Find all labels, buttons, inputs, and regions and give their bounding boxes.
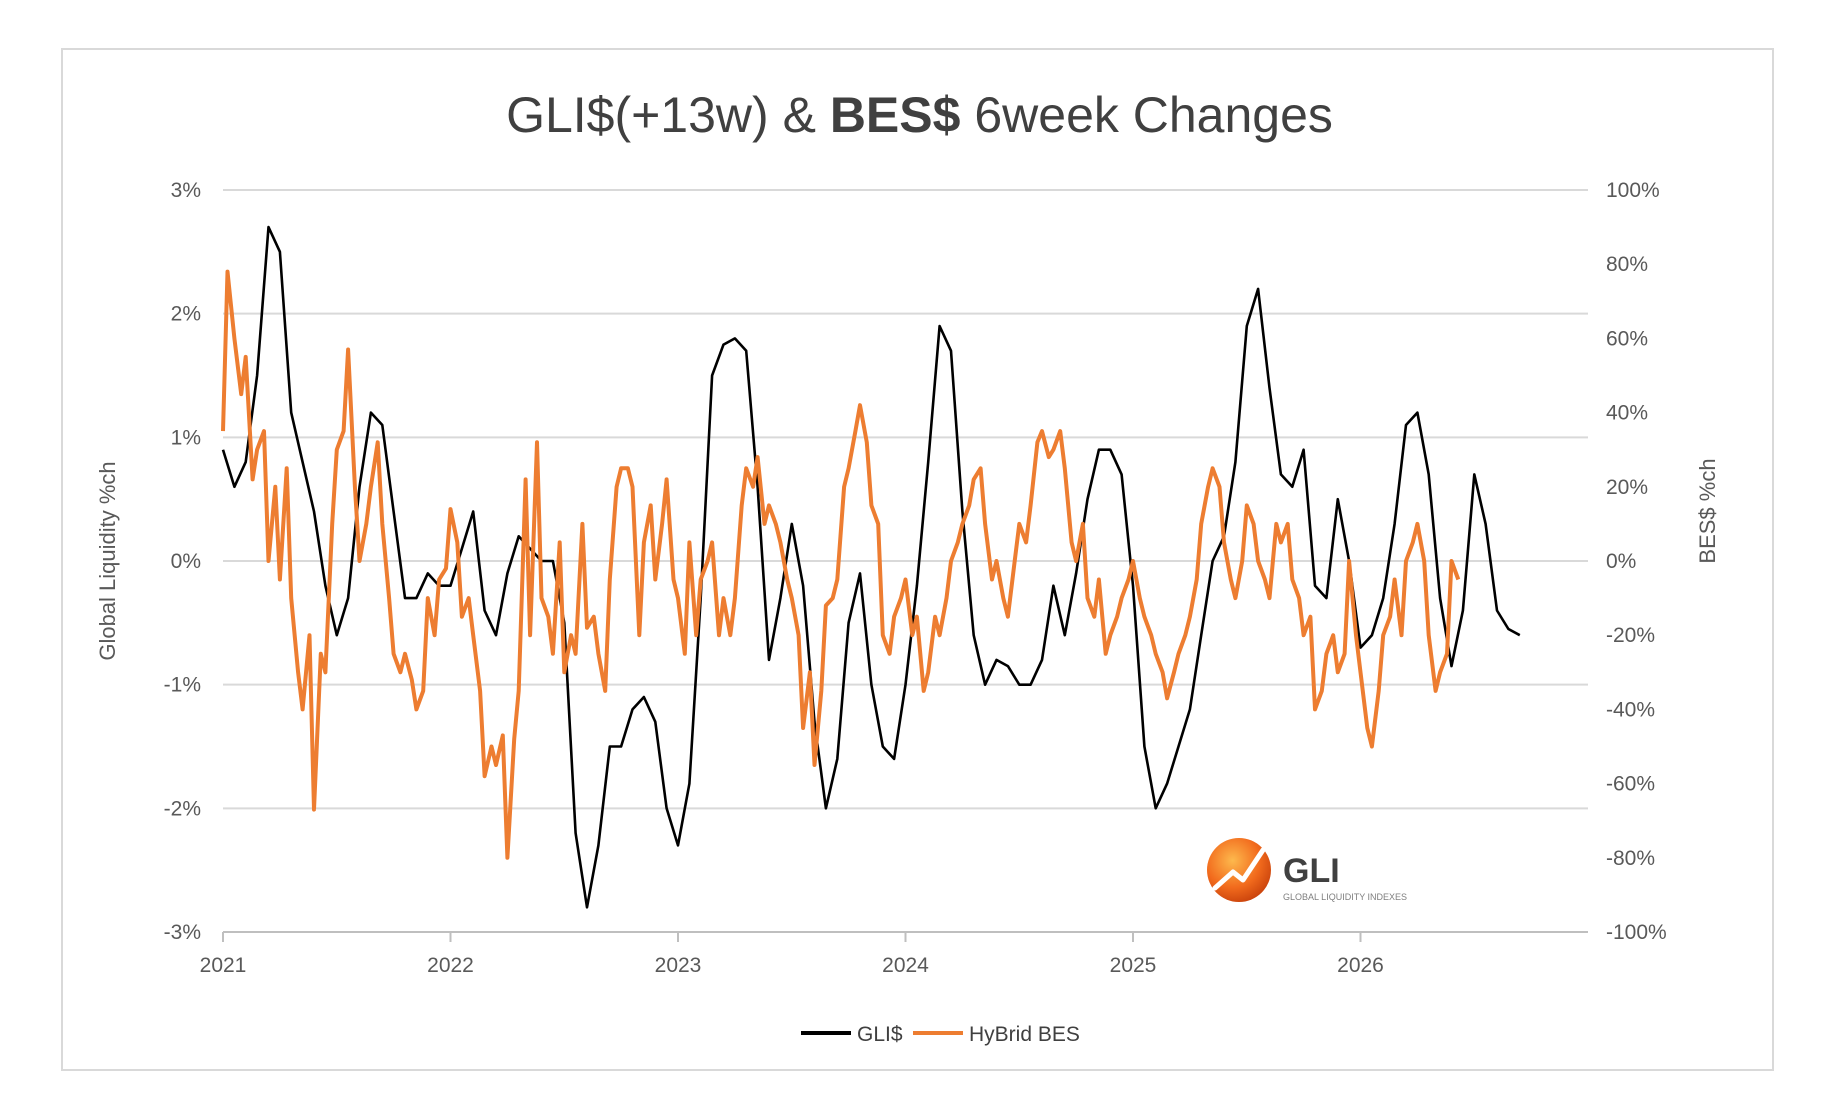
right-axis-ticks: -100% -80% -60% -40% -20% 0% 20% 40% 60% 80% 100% xyxy=(1606,179,1667,944)
right-tick-label: 80% xyxy=(1606,253,1648,276)
right-tick-label: 0% xyxy=(1606,550,1636,573)
left-tick-label: 2% xyxy=(171,303,201,326)
chart-frame: GLI$(+13w) & BES$ 6week Changes -3% -2% -1… xyxy=(61,48,1774,1071)
gridlines xyxy=(223,189,1588,810)
x-tick-label: 2021 xyxy=(200,954,247,977)
series-line-hybrid-bes xyxy=(221,269,1461,860)
logo-tagline: GLOBAL LIQUIDITY INDEXES xyxy=(1283,892,1407,902)
x-tick-label: 2022 xyxy=(427,954,474,977)
x-tick-label: 2024 xyxy=(882,954,929,977)
chart-title-bold: BES$ xyxy=(829,87,961,143)
right-tick-label: -40% xyxy=(1606,698,1655,721)
x-tick-label: 2026 xyxy=(1337,954,1384,977)
right-tick-label: 20% xyxy=(1606,476,1648,499)
right-axis-title: BES$ %ch xyxy=(1695,458,1720,563)
right-tick-label: -100% xyxy=(1606,921,1667,944)
right-tick-label: 60% xyxy=(1606,327,1648,350)
left-tick-label: -2% xyxy=(164,797,201,820)
right-tick-label: 100% xyxy=(1606,179,1660,202)
chart-title-suffix: 6week Changes xyxy=(960,87,1333,143)
chart-plot: -3% -2% -1% 0% 1% 2% 3% -100% -80% -60% -40% -20% 0… xyxy=(95,179,1720,1046)
legend: GLI$ HyBrid BES xyxy=(801,1023,1080,1046)
left-tick-label: 3% xyxy=(171,179,201,202)
right-tick-label: -80% xyxy=(1606,847,1655,870)
x-axis: 2021 2022 2023 2024 2025 2026 xyxy=(200,931,1588,977)
x-tick-label: 2025 xyxy=(1110,954,1157,977)
chart-title-prefix: GLI$(+13w) & xyxy=(506,87,830,143)
right-tick-label: -20% xyxy=(1606,624,1655,647)
series-line-gli xyxy=(221,225,1521,909)
left-tick-label: -3% xyxy=(164,921,201,944)
right-tick-label: 40% xyxy=(1606,402,1648,425)
x-tick-label: 2023 xyxy=(655,954,702,977)
left-axis-title: Global Liquidity %ch xyxy=(95,461,120,660)
series-layer xyxy=(221,225,1521,909)
right-tick-label: -60% xyxy=(1606,773,1655,796)
gli-logo: GLI GLOBAL LIQUIDITY INDEXES xyxy=(1207,838,1407,902)
left-axis-ticks: -3% -2% -1% 0% 1% 2% 3% xyxy=(164,179,201,944)
logo-arrow-icon xyxy=(1212,847,1266,891)
left-tick-label: -1% xyxy=(164,674,201,697)
legend-label-gli: GLI$ xyxy=(857,1023,903,1046)
legend-label-bes: HyBrid BES xyxy=(969,1023,1080,1046)
left-tick-label: 0% xyxy=(171,550,201,573)
chart-title: GLI$(+13w) & BES$ 6week Changes xyxy=(63,86,1776,144)
logo-name: GLI xyxy=(1283,852,1340,890)
left-tick-label: 1% xyxy=(171,426,201,449)
logo-globe-icon xyxy=(1207,838,1271,902)
